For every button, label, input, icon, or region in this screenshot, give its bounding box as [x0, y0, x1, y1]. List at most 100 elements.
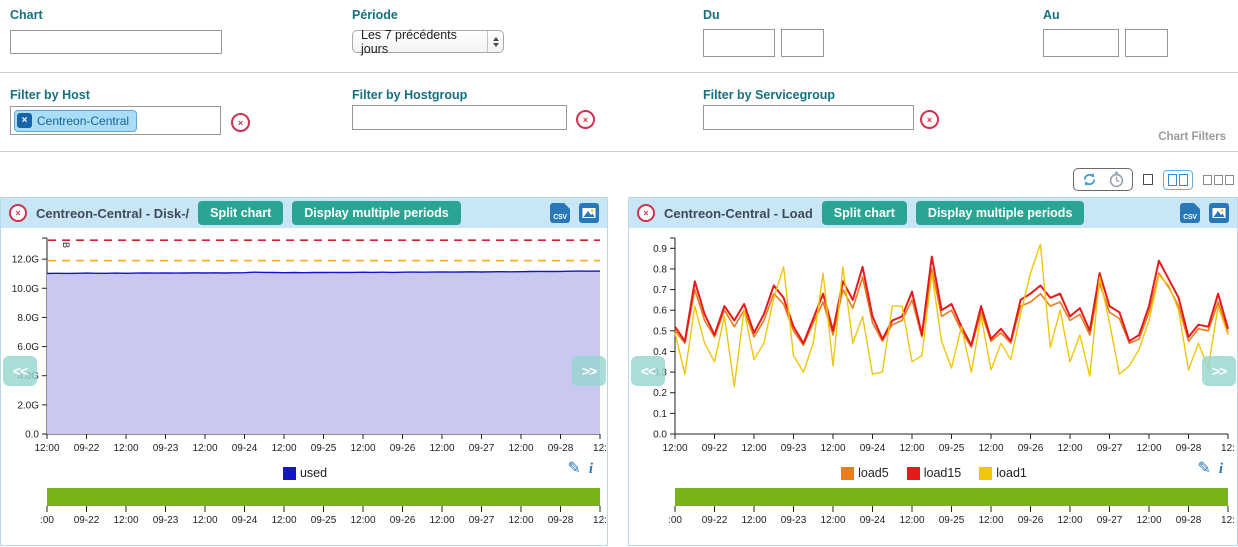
layout-two-columns-icon[interactable] [1163, 170, 1193, 190]
legend-label: load5 [858, 466, 889, 480]
svg-text:09-22: 09-22 [702, 443, 728, 454]
svg-text:12:00: 12:00 [429, 443, 454, 454]
svg-text:12:00: 12:00 [271, 443, 296, 454]
legend-item[interactable]: used [283, 466, 327, 480]
scroll-back-button[interactable]: << [3, 356, 37, 386]
svg-text:12:00: 12:00 [899, 515, 924, 526]
display-multiple-periods-button[interactable]: Display multiple periods [916, 201, 1084, 225]
export-csv-icon[interactable]: CSV [550, 203, 570, 223]
layout-one-column-icon[interactable] [1143, 174, 1153, 185]
svg-text:0.1: 0.1 [653, 409, 667, 420]
svg-text:0.2: 0.2 [653, 388, 667, 399]
remove-host-tag-icon[interactable]: × [17, 113, 32, 128]
svg-text:09-23: 09-23 [781, 515, 807, 526]
svg-text:09-25: 09-25 [311, 515, 337, 526]
divider [0, 72, 1238, 73]
chart-filters-caption: Chart Filters [1158, 131, 1226, 143]
chart-info-icon[interactable]: i [589, 462, 593, 477]
svg-text:0.9: 0.9 [653, 244, 667, 255]
svg-text:09-28: 09-28 [548, 515, 574, 526]
legend-color-swatch [841, 467, 854, 480]
disk-usage-chart[interactable]: 0.02.0G4.0G6.0G8.0G10.0G12.0G12:0009-221… [3, 230, 607, 458]
chart-panel-body: 0.02.0G4.0G6.0G8.0G10.0G12.0G12:0009-221… [1, 228, 607, 528]
svg-text:09-24: 09-24 [860, 443, 886, 454]
chart-panel-disk: × Centreon-Central - Disk-/ Split chart … [0, 197, 608, 546]
svg-text:09-22: 09-22 [74, 515, 100, 526]
legend-color-swatch [979, 467, 992, 480]
svg-text:12:: 12: [593, 443, 607, 454]
chart-info-icon[interactable]: i [1219, 462, 1223, 477]
svg-text:12:00: 12:00 [978, 515, 1003, 526]
scroll-forward-button[interactable]: >> [1202, 356, 1236, 386]
chart-panel-header: × Centreon-Central - Disk-/ Split chart … [1, 198, 607, 228]
svg-text:09-28: 09-28 [548, 443, 574, 454]
legend-item[interactable]: load5 [841, 466, 889, 480]
layout-three-columns-icon[interactable] [1203, 175, 1234, 185]
refresh-icon[interactable] [1081, 171, 1098, 188]
svg-text:09-22: 09-22 [702, 515, 728, 526]
clear-hostgroup-filter-icon[interactable]: × [576, 110, 595, 129]
chart-legend: load5 load15 load1 [832, 466, 1036, 480]
scroll-back-button[interactable]: << [631, 356, 665, 386]
svg-text:09-27: 09-27 [469, 443, 495, 454]
chart-title: Centreon-Central - Disk-/ [36, 206, 189, 221]
periode-selected-value: Les 7 précédents jours [361, 28, 487, 56]
svg-text:12:00: 12:00 [34, 443, 59, 454]
legend-label: load15 [924, 466, 962, 480]
refresh-controls [1073, 168, 1133, 191]
select-arrows-icon [487, 31, 503, 52]
edit-chart-icon[interactable]: ✎ [567, 461, 580, 477]
servicegroup-filter-input[interactable] [703, 105, 914, 130]
split-chart-button[interactable]: Split chart [198, 201, 283, 225]
edit-chart-icon[interactable]: ✎ [1197, 461, 1210, 477]
au-time-input[interactable] [1125, 29, 1168, 57]
legend-row: used ✎ i [3, 458, 607, 488]
svg-text:12:00: 12:00 [820, 515, 845, 526]
chart-panel-body: 0.00.10.20.30.40.50.60.70.80.912:0009-22… [629, 228, 1237, 528]
svg-text:09-26: 09-26 [390, 515, 416, 526]
svg-text:09-24: 09-24 [232, 443, 258, 454]
svg-text:12:00: 12:00 [1057, 515, 1082, 526]
svg-text:12:00: 12:00 [350, 443, 375, 454]
remove-chart-icon[interactable]: × [637, 204, 655, 222]
auto-refresh-timer-icon[interactable] [1108, 171, 1125, 188]
svg-text:12:: 12: [1221, 443, 1235, 454]
periode-select[interactable]: Les 7 précédents jours [352, 30, 504, 53]
load-chart[interactable]: 0.00.10.20.30.40.50.60.70.80.912:0009-22… [631, 230, 1237, 458]
svg-text:09-23: 09-23 [153, 443, 179, 454]
legend-item[interactable]: load1 [979, 466, 1027, 480]
au-label: Au [1043, 8, 1060, 22]
legend-item[interactable]: load15 [907, 466, 962, 480]
svg-text:09-22: 09-22 [74, 443, 100, 454]
svg-text:12:: 12: [593, 515, 607, 526]
au-date-input[interactable] [1043, 29, 1119, 57]
svg-text:6.0G: 6.0G [17, 342, 39, 353]
display-multiple-periods-button[interactable]: Display multiple periods [292, 201, 460, 225]
scroll-forward-button[interactable]: >> [572, 356, 606, 386]
du-label: Du [703, 8, 720, 22]
svg-text:12:00: 12:00 [899, 443, 924, 454]
hostgroup-filter-input[interactable] [352, 105, 567, 130]
status-timeline: :0009-2212:0009-2312:0009-2412:0009-2512… [631, 488, 1237, 528]
svg-text:12:00: 12:00 [192, 515, 217, 526]
svg-text::00: :00 [40, 515, 54, 526]
divider [0, 151, 1238, 152]
svg-text:12:00: 12:00 [978, 443, 1003, 454]
clear-servicegroup-filter-icon[interactable]: × [920, 110, 939, 129]
svg-text:12:00: 12:00 [741, 515, 766, 526]
remove-chart-icon[interactable]: × [9, 204, 27, 222]
host-filter-input[interactable]: × Centreon-Central [10, 106, 221, 135]
export-image-icon[interactable] [1209, 203, 1229, 223]
svg-text:12:00: 12:00 [1057, 443, 1082, 454]
legend-row: load5 load15 load1 ✎ i [631, 458, 1237, 488]
split-chart-button[interactable]: Split chart [822, 201, 907, 225]
du-date-input[interactable] [703, 29, 775, 57]
chart-panel-header: × Centreon-Central - Load Split chart Di… [629, 198, 1237, 228]
svg-text:09-25: 09-25 [939, 515, 965, 526]
export-csv-icon[interactable]: CSV [1180, 203, 1200, 223]
du-time-input[interactable] [781, 29, 824, 57]
clear-host-filter-icon[interactable]: × [231, 113, 250, 132]
chart-title: Centreon-Central - Load [664, 206, 813, 221]
export-image-icon[interactable] [579, 203, 599, 223]
chart-search-input[interactable] [10, 30, 222, 54]
